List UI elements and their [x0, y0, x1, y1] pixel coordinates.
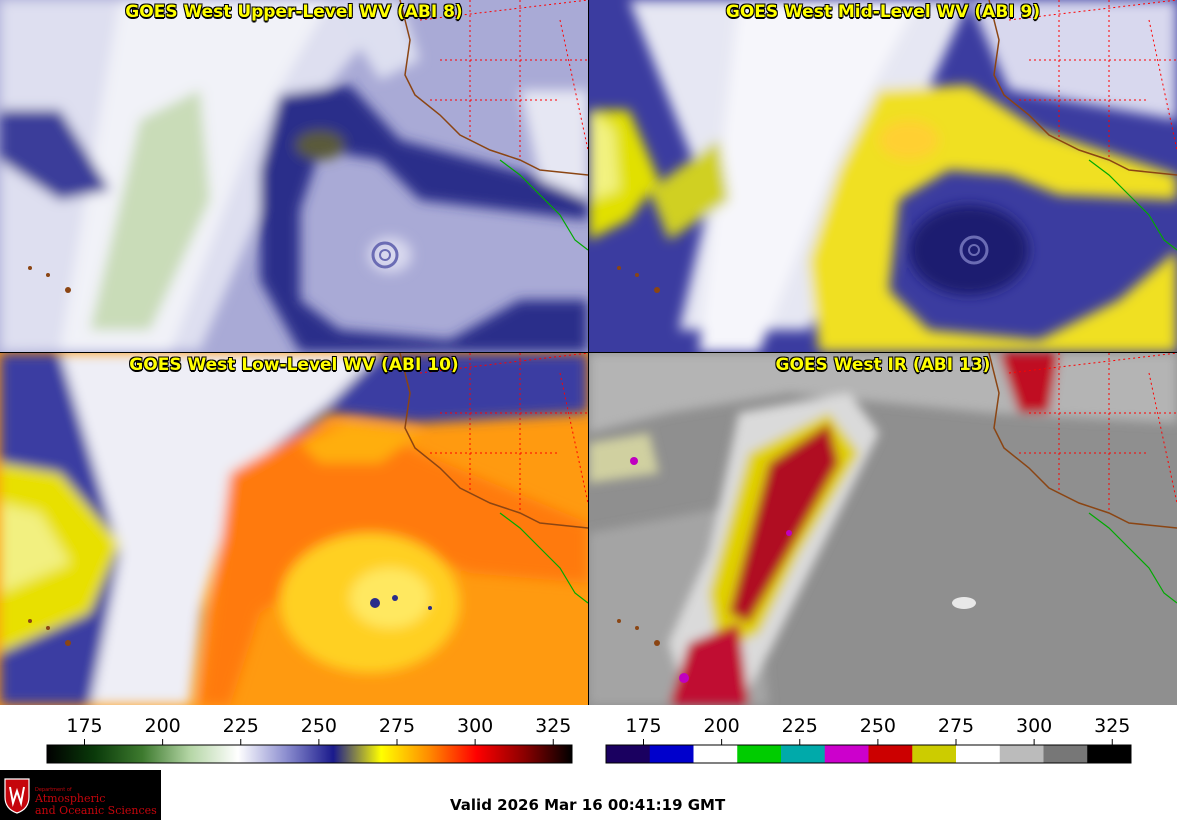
ir-colorbar-tick-label: 275 [938, 715, 974, 737]
ir-colorbar-band [1087, 745, 1132, 763]
ir-colorbar-tick-label: 325 [1094, 715, 1130, 737]
ir-colorbar-band [737, 745, 782, 763]
wv-colorbar-tick-label: 300 [457, 715, 493, 737]
panel-mid-level-wv: GOES West Mid-Level WV (ABI 9) [589, 0, 1177, 352]
ir-colorbar-band [999, 745, 1044, 763]
ir-colorbar-band [912, 745, 957, 763]
wv-colorbar-tick-label: 200 [144, 715, 180, 737]
ir-colorbar-band [781, 745, 826, 763]
ir-colorbar-tick-label: 225 [782, 715, 818, 737]
wv-colorbar-gradient [46, 744, 573, 764]
panel-title: GOES West Upper-Level WV (ABI 8) [125, 2, 463, 22]
ir-colorbar-tick-label: 250 [860, 715, 896, 737]
ir-colorbar-band [1043, 745, 1088, 763]
panel-divider-horizontal [0, 352, 1177, 353]
ir-colorbar: 175 200 225 250 275 300 325 [605, 708, 1132, 768]
valid-time: Valid 2026 Mar 16 00:41:19 GMT [450, 796, 726, 814]
ir-image [589, 353, 1177, 705]
logo-line-2: and Oceanic Sciences [35, 804, 157, 817]
ir-colorbar-band [649, 745, 694, 763]
wv-colorbar-tick-label: 325 [535, 715, 571, 737]
low-level-wv-image [0, 353, 588, 705]
ir-colorbar-frame [605, 744, 1132, 764]
mid-level-wv-image [589, 0, 1177, 352]
wv-colorbar-tick-label: 225 [223, 715, 259, 737]
panel-ir: GOES West IR (ABI 13) [589, 353, 1177, 705]
panel-low-level-wv: GOES West Low-Level WV (ABI 10) [0, 353, 588, 705]
wv-colorbar-tick-label: 175 [66, 715, 102, 737]
logo-line-1: Atmospheric [35, 792, 106, 805]
logo-dept-label: Department of [35, 787, 72, 793]
wv-colorbar-tick-label: 250 [301, 715, 337, 737]
ir-colorbar-band [956, 745, 1001, 763]
panel-title: GOES West Mid-Level WV (ABI 9) [725, 2, 1041, 22]
ir-colorbar-band [824, 745, 869, 763]
panel-title: GOES West IR (ABI 13) [775, 355, 991, 375]
wv-colorbar-svg: 175 200 225 250 275 300 325 [46, 715, 573, 764]
ir-colorbar-tick-label: 300 [1016, 715, 1052, 737]
upper-level-wv-image [0, 0, 588, 352]
ir-colorbar-tick-label: 200 [703, 715, 739, 737]
ir-colorbar-band [606, 745, 651, 763]
wv-colorbar-tick-label: 275 [379, 715, 415, 737]
ir-colorbar-band [868, 745, 913, 763]
uw-crest-icon [4, 778, 30, 814]
aos-logo: Department of Atmospheric and Oceanic Sc… [0, 770, 161, 820]
ir-colorbar-svg: 175 200 225 250 275 300 325 [605, 715, 1132, 764]
ir-colorbar-band [693, 745, 738, 763]
panel-upper-level-wv: GOES West Upper-Level WV (ABI 8) [0, 0, 588, 352]
ir-colorbar-tick-label: 175 [625, 715, 661, 737]
logo-dept-name: Atmospheric and Oceanic Sciences [35, 793, 157, 817]
panel-title: GOES West Low-Level WV (ABI 10) [129, 355, 459, 375]
wv-colorbar: 175 200 225 250 275 300 325 [46, 708, 573, 768]
